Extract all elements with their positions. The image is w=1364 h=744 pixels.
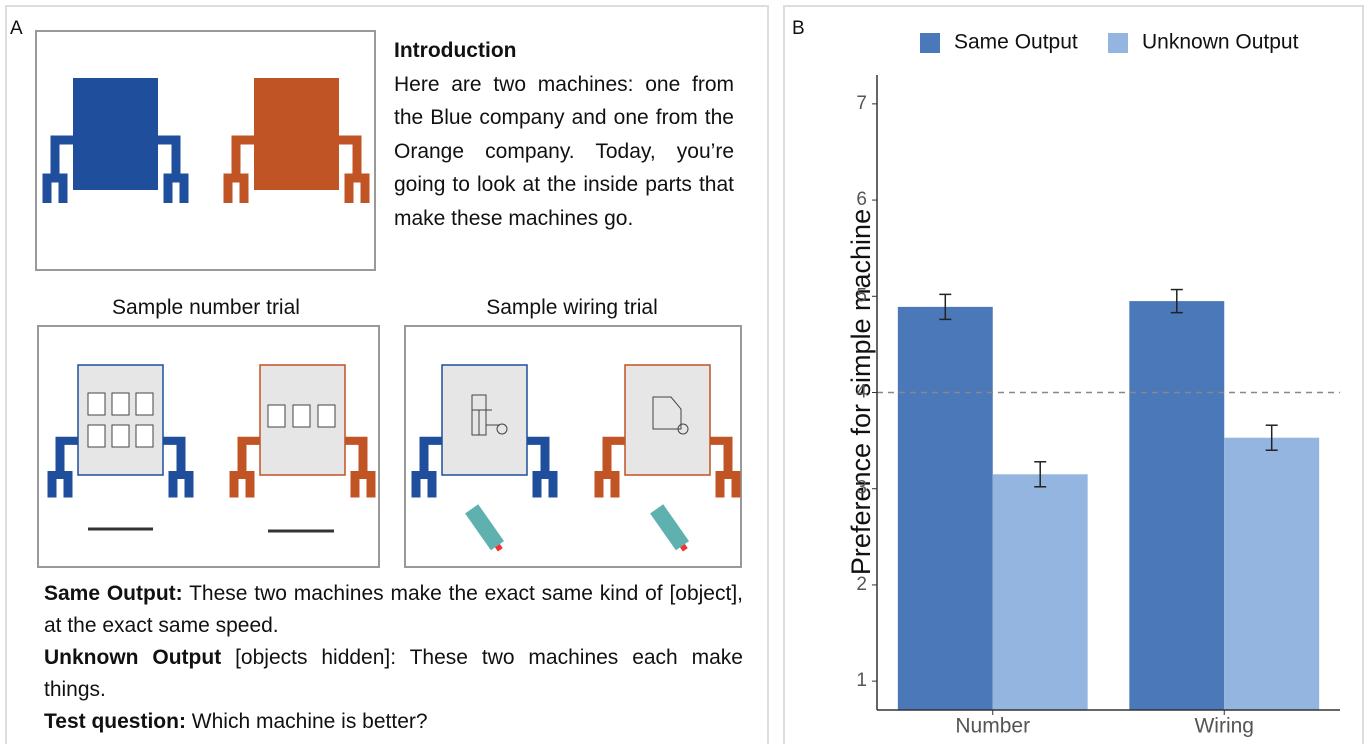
- y-tick-label: 6: [856, 189, 867, 210]
- intro-title: Introduction: [394, 34, 734, 68]
- condition-term: Same Output:: [44, 582, 183, 605]
- number-trial-machines: [52, 365, 371, 531]
- bar: [1129, 301, 1224, 710]
- wiring-trial-machines: [416, 365, 736, 554]
- y-tick-label: 7: [856, 93, 867, 114]
- condition: Same Output: These two machines make the…: [44, 578, 743, 642]
- condition: Unknown Output [objects hidden]: These t…: [44, 642, 743, 706]
- orange-machine: [228, 78, 365, 203]
- intro-text: Here are two machines: one from the Blue…: [394, 73, 734, 230]
- y-tick-label: 1: [856, 670, 867, 691]
- y-tick-label: 5: [856, 285, 867, 306]
- condition-term: Test question:: [44, 710, 186, 733]
- trial-title: Sample number trial: [34, 296, 378, 320]
- legend-label: Unknown Output: [1142, 31, 1299, 54]
- bar: [1224, 438, 1319, 710]
- intro: Introduction Here are two machines: one f…: [394, 34, 734, 235]
- chart: Preference for simple machine 1234567Num…: [783, 0, 1364, 744]
- legend-label: Same Output: [954, 31, 1078, 54]
- y-tick-label: 4: [856, 382, 867, 403]
- y-tick-label: 2: [856, 574, 867, 595]
- blue-machine: [47, 78, 184, 203]
- legend-swatch: [1108, 33, 1128, 53]
- x-tick-label: Wiring: [1194, 715, 1254, 738]
- conditions: Same Output: These two machines make the…: [44, 578, 743, 738]
- condition-text: Which machine is better?: [192, 710, 428, 733]
- page: A B IntroductionHere are two machines: o…: [0, 0, 1364, 744]
- condition-term: Unknown Output: [44, 646, 221, 669]
- y-tick-label: 3: [856, 478, 867, 499]
- trial-title: Sample wiring trial: [400, 296, 744, 320]
- condition: Test question: Which machine is better?: [44, 706, 743, 738]
- bar: [993, 474, 1088, 710]
- bar: [898, 307, 993, 710]
- legend-swatch: [920, 33, 940, 53]
- x-tick-label: Number: [955, 715, 1030, 738]
